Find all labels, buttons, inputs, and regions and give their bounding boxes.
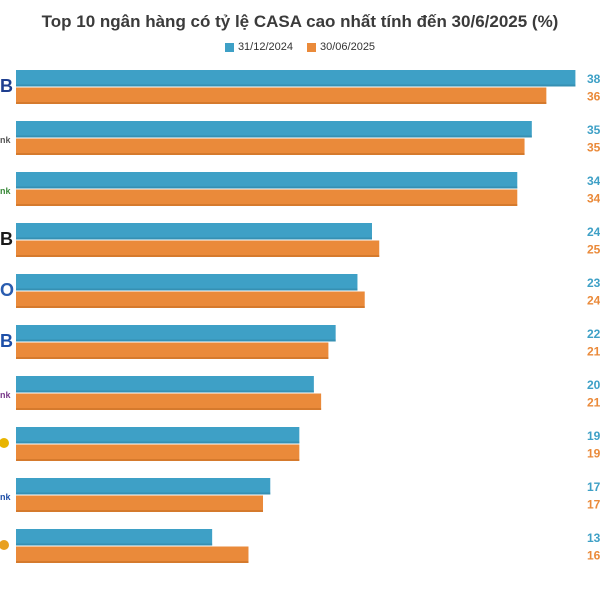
- bar-2025: [16, 495, 264, 512]
- bar-2025: [16, 546, 249, 563]
- bank-logo-fragment: nk: [0, 135, 11, 145]
- legend-label-2024: 31/12/2024: [237, 41, 293, 53]
- chart-title: Top 10 ngân hàng có tỷ lệ CASA cao nhất …: [41, 12, 559, 31]
- bar-2024-shade: [16, 390, 314, 393]
- data-label-2025: 36: [587, 90, 600, 104]
- bank-logo-fragment: B: [0, 229, 13, 249]
- bar-2024: [16, 70, 576, 87]
- bar-2024: [16, 529, 213, 546]
- bar-2024-shade: [16, 288, 358, 291]
- data-label-2025: 21: [587, 396, 600, 410]
- bar-2025: [16, 291, 365, 308]
- data-label-2025: 25: [587, 243, 600, 257]
- bar-2025: [16, 189, 518, 206]
- legend-swatch-2024: [224, 42, 234, 52]
- data-label-2024: 34: [587, 174, 600, 188]
- data-label-2024: 19: [587, 429, 600, 443]
- bar-2025: [16, 342, 329, 359]
- legend-label-2025: 30/06/2025: [320, 41, 376, 53]
- bar-2025-shade: [16, 204, 518, 206]
- bar-2025-shade: [16, 255, 380, 257]
- bar-2024-shade: [16, 186, 518, 189]
- bar-2024-shade: [16, 135, 532, 138]
- bar-2025-shade: [16, 306, 365, 308]
- bank-logo-fragment: B: [0, 331, 13, 351]
- bar-2024-shade: [16, 543, 213, 546]
- bank-logo-fragment: B: [0, 76, 13, 96]
- data-label-2025: 19: [587, 447, 600, 461]
- bar-2024: [16, 376, 314, 393]
- legend-item-2025: 30/06/2025: [307, 41, 375, 53]
- data-label-2025: 35: [587, 141, 600, 155]
- bar-2024-shade: [16, 237, 372, 240]
- bar-2024: [16, 121, 532, 138]
- data-label-2024: 20: [587, 378, 600, 392]
- bar-2025: [16, 87, 547, 104]
- bar-2025: [16, 444, 300, 461]
- legend: 31/12/2024 30/06/2025: [0, 41, 600, 53]
- bank-logo-fragment: [0, 540, 9, 550]
- bar-2024: [16, 478, 271, 495]
- data-label-2025: 34: [587, 192, 600, 206]
- data-label-2025: 17: [587, 498, 600, 512]
- bar-2025-shade: [16, 102, 547, 104]
- bar-2025-shade: [16, 153, 525, 155]
- bar-2025: [16, 393, 322, 410]
- bank-logo-fragment: O: [0, 280, 14, 300]
- data-label-2025: 16: [587, 549, 600, 563]
- legend-item-2024: 31/12/2024: [224, 41, 293, 53]
- data-label-2025: 24: [587, 294, 600, 308]
- bar-2025-shade: [16, 357, 329, 359]
- bank-logo-fragment: nk: [0, 186, 11, 196]
- bar-2024: [16, 223, 372, 240]
- data-label-2025: 21: [587, 345, 600, 359]
- data-label-2024: 22: [587, 327, 600, 341]
- bank-logo-fragment: nk: [0, 390, 11, 400]
- bar-2025-shade: [16, 561, 249, 563]
- bar-2024: [16, 274, 358, 291]
- data-label-2024: 13: [587, 531, 600, 545]
- data-label-2024: 17: [587, 480, 600, 494]
- bar-2024: [16, 427, 300, 444]
- data-label-2024: 38: [587, 72, 600, 86]
- bar-2025-shade: [16, 510, 264, 512]
- bank-logo-fragment: nk: [0, 492, 11, 502]
- bar-2025-shade: [16, 408, 322, 410]
- bar-2024-shade: [16, 441, 300, 444]
- bar-2025-shade: [16, 459, 300, 461]
- bar-2024: [16, 172, 518, 189]
- bar-2024-shade: [16, 492, 271, 495]
- bar-2025: [16, 138, 525, 155]
- legend-swatch-2025: [307, 42, 316, 52]
- data-label-2024: 23: [587, 276, 600, 290]
- bar-2024-shade: [16, 339, 336, 342]
- bar-2025: [16, 240, 380, 257]
- data-label-2024: 35: [587, 123, 600, 137]
- data-label-2024: 24: [587, 225, 600, 239]
- bar-2024: [16, 325, 336, 342]
- bank-logo-fragment: [0, 438, 9, 448]
- bar-2024-shade: [16, 84, 576, 87]
